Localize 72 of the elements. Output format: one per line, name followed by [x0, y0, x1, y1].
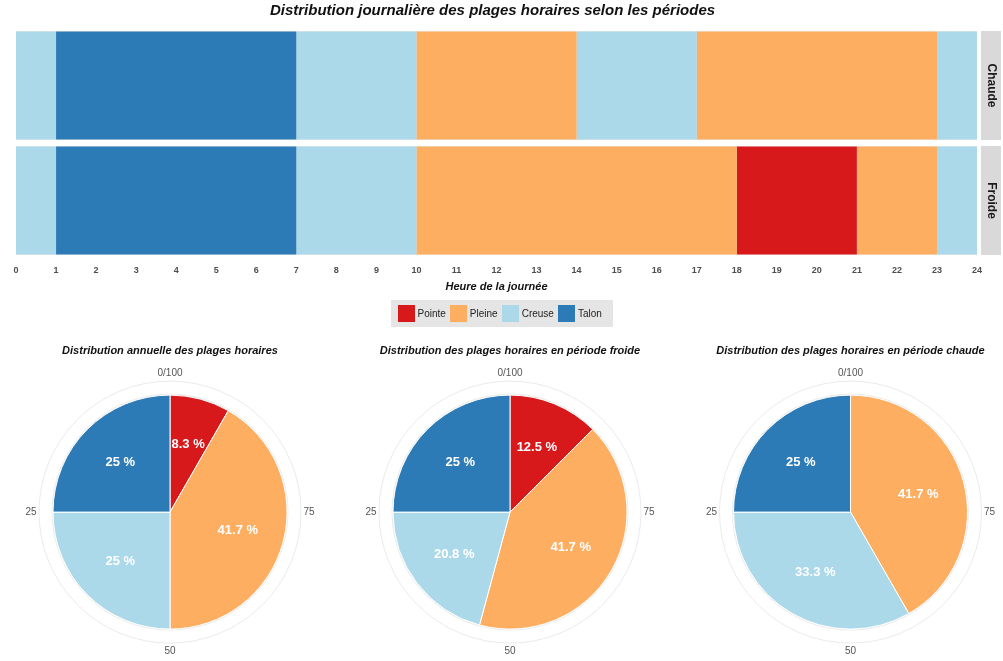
x-tick-label: 19 — [771, 264, 782, 275]
bar — [296, 146, 417, 255]
text: 25 — [705, 505, 718, 517]
data-label: 25 % — [105, 454, 136, 470]
data-label: 20.8 % — [434, 546, 475, 562]
legend-label: Talon — [577, 308, 602, 319]
x-axis-title: Heure de la journée — [445, 280, 548, 293]
x-tick-label: 18 — [731, 264, 742, 275]
x-tick-label: 17 — [691, 264, 702, 275]
data-label: 8.3 % — [171, 435, 206, 451]
y-tick-label: Chaude — [984, 63, 999, 108]
bar — [856, 146, 937, 255]
data-label: 12.5 % — [516, 438, 558, 454]
x-tick-label: 14 — [571, 264, 582, 275]
x-tick-label: 22 — [891, 264, 902, 275]
x-tick-label: 2 — [93, 264, 99, 275]
x-tick-label: 8 — [333, 264, 339, 275]
data-label: 41.7 % — [217, 521, 259, 537]
x-tick-label: 4 — [173, 264, 179, 275]
x-tick-label: 0 — [13, 264, 19, 275]
bar — [936, 31, 977, 140]
x-tick-label: 5 — [213, 264, 219, 275]
bar — [416, 31, 577, 140]
text: 0/100 — [157, 366, 183, 378]
y-tick-label: Froide — [984, 182, 999, 220]
bar — [696, 31, 937, 140]
bar — [936, 146, 977, 255]
text: 25 — [25, 505, 37, 517]
chart-title: Distribution des plages horaires en période froide — [379, 343, 641, 356]
bar — [736, 146, 857, 255]
x-tick-label: 20 — [811, 264, 822, 275]
text: 25 — [365, 505, 377, 517]
bar — [16, 31, 57, 140]
text: 0/100 — [497, 366, 523, 378]
x-tick-label: 24 — [971, 264, 983, 275]
legend-label: Pointe — [417, 308, 446, 319]
text: 50 — [504, 644, 516, 656]
bar — [16, 146, 57, 255]
x-tick-label: 11 — [451, 264, 462, 275]
x-tick-label: 1 — [53, 264, 59, 275]
data-label: 41.7 % — [898, 485, 939, 501]
x-tick-label: 3 — [133, 264, 139, 275]
data-label: 25 % — [786, 454, 817, 470]
data-label: 33.3 % — [795, 564, 837, 580]
text: 75 — [303, 505, 315, 517]
chart-title: Distribution des plages horaires en période chaude — [716, 343, 985, 356]
data-label: 25 % — [105, 553, 136, 569]
x-tick-label: 15 — [611, 264, 622, 275]
bar — [56, 146, 297, 255]
text: Distribution annuelle des plages horaires — [62, 343, 278, 356]
x-tick-label: 21 — [851, 264, 862, 275]
legend-label: Creuse — [521, 308, 554, 319]
x-tick-label: 7 — [293, 264, 299, 275]
data-label: 41.7 % — [550, 538, 592, 554]
bar — [416, 146, 737, 255]
x-tick-label: 23 — [931, 264, 942, 275]
x-tick-label: 9 — [373, 264, 379, 275]
x-tick-label: 12 — [491, 264, 502, 275]
x-tick-label: 16 — [651, 264, 662, 275]
x-tick-label: 13 — [531, 264, 542, 275]
bar — [296, 31, 417, 140]
x-tick-label: 6 — [253, 264, 259, 275]
text: 50 — [844, 644, 857, 656]
text: 0/100 — [837, 366, 864, 378]
data-label: 25 % — [445, 454, 476, 470]
text: 75 — [643, 505, 655, 517]
bar — [56, 31, 297, 140]
x-tick-label: 10 — [411, 264, 422, 275]
text: 50 — [164, 644, 176, 656]
legend-label: Pleine — [469, 308, 498, 319]
chart-title: Distribution journalière des plages horaires selon les périodes — [269, 1, 716, 19]
text: 75 — [983, 505, 996, 517]
